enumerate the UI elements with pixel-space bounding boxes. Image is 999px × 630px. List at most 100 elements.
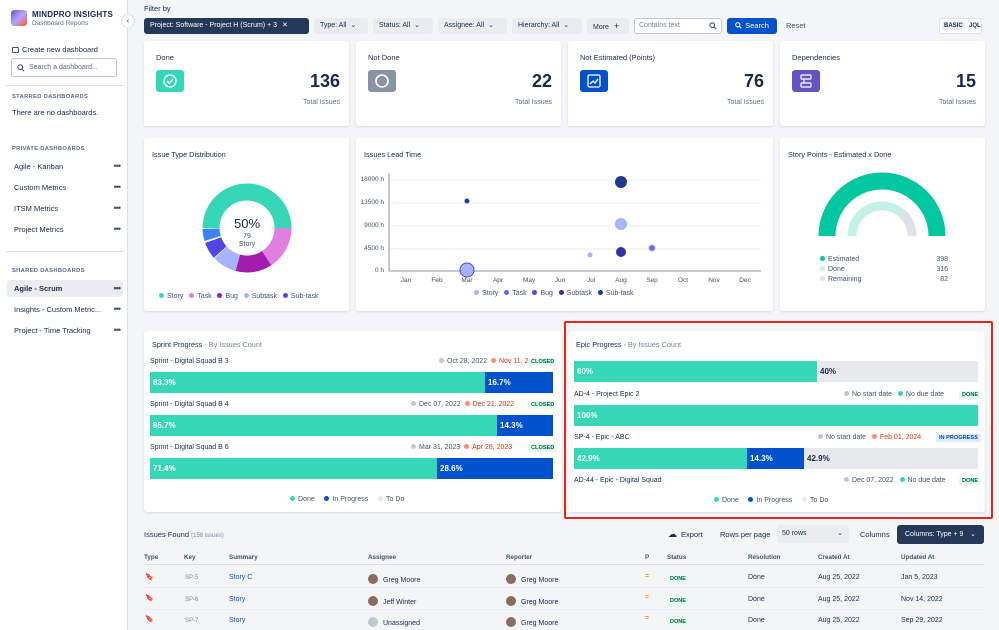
scatter-point[interactable] [464, 198, 470, 204]
mode-basic[interactable]: BASIC [942, 22, 965, 30]
scatter-point[interactable] [648, 244, 656, 252]
sidebar-item-insights-custom[interactable]: Insights - Custom Metric... ••• [7, 301, 123, 318]
avatar [368, 574, 378, 584]
create-dashboard-link[interactable]: Create new dashboard [12, 45, 98, 54]
collapse-sidebar-button[interactable]: ‹ [121, 14, 135, 28]
more-dots-icon[interactable]: ••• [113, 161, 122, 171]
progress-in-progress-segment[interactable]: 14.3% [497, 415, 553, 436]
more-dots-icon[interactable]: ••• [113, 224, 122, 234]
issues-found-title: Issues Found (158 issues) [144, 530, 224, 539]
scatter-point[interactable] [616, 247, 626, 257]
column-header-status[interactable]: Status [667, 554, 687, 561]
progress-done-segment[interactable]: 83.3% [150, 372, 485, 393]
sidebar-item-time-tracking[interactable]: Project - Time Tracking ••• [7, 322, 123, 339]
lead-time-legend: Story Task Bug Subtask Sub-task [474, 290, 634, 297]
query-mode-toggle[interactable]: BASIC JQL [939, 18, 982, 34]
chart-trend-icon [580, 70, 608, 92]
status-badge: IN PROGRESS [936, 434, 981, 442]
columns-select-button[interactable]: Columns: Type + 9 ⌄ [897, 525, 984, 544]
sidebar-item-custom-metrics[interactable]: Custom Metrics ••• [7, 179, 123, 196]
more-dots-icon[interactable]: ••• [113, 182, 122, 192]
progress-done-segment[interactable]: 42.9% [574, 448, 747, 469]
issue-type-legend: Story Task Bug Subtask Sub-task [159, 293, 319, 300]
progress-done-segment[interactable]: 100% [574, 405, 978, 426]
column-header-priority[interactable]: P [645, 554, 650, 561]
column-header-key[interactable]: Key [184, 554, 196, 561]
status-filter-chip[interactable]: Status: All ⌄ [373, 18, 433, 34]
more-dots-icon[interactable]: ••• [113, 325, 122, 335]
mode-jql[interactable]: JQL [969, 23, 981, 29]
reporter-cell: Greg Moore [506, 574, 558, 584]
circle-icon [368, 70, 396, 92]
lead-time-card: Issues Lead Time 18000 h 13500 h 9000 h … [356, 138, 773, 311]
donut-segment-bug[interactable] [197, 178, 297, 278]
priority-medium-icon: = [645, 573, 650, 580]
rows-per-page-label: Rows per page [720, 530, 771, 539]
stat-card-dependencies: Dependencies 15 Total Issues [780, 41, 985, 126]
contains-text-input[interactable]: Contains text [634, 18, 722, 34]
progress-in-progress-segment[interactable]: 16.7% [485, 372, 553, 393]
column-header-created[interactable]: Created At [818, 554, 850, 561]
chevron-down-icon: ⌄ [488, 22, 494, 29]
sidebar-item-itsm-metrics[interactable]: ITSM Metrics ••• [7, 200, 123, 217]
donut-segment-task[interactable] [202, 183, 292, 273]
donut-segment-sub-task[interactable] [196, 177, 298, 279]
status-badge: CLOSED [528, 358, 558, 366]
sidebar-item-project-metrics[interactable]: Project Metrics ••• [7, 221, 123, 238]
progress-done-segment[interactable]: 60% [574, 361, 817, 382]
issue-key[interactable]: SP-5 [185, 575, 199, 581]
resolution-cell: Done [748, 596, 765, 603]
column-header-assignee[interactable]: Assignee [368, 554, 396, 561]
assignee-filter-chip[interactable]: Assignee: All ⌄ [438, 18, 507, 34]
app-subtitle: Dashboard Reports [32, 20, 89, 27]
donut-segment-other[interactable] [202, 183, 292, 273]
rows-per-page-select[interactable]: 50 rows ⌄ [777, 525, 849, 543]
issue-summary-link[interactable]: Story [229, 617, 246, 624]
scatter-point[interactable] [459, 262, 475, 278]
sprint-name: Sprint - Digital Squad B 4 [150, 401, 229, 408]
status-badge: DONE [667, 597, 689, 605]
progress-in-progress-segment[interactable]: 28.6% [437, 458, 553, 479]
dashboard-search-input[interactable]: Search a dashboard... [11, 58, 117, 77]
type-filter-chip[interactable]: Type: All ⌄ [314, 18, 368, 34]
more-filters-chip[interactable]: More + [587, 18, 629, 34]
progress-todo-segment[interactable]: 42.9% [804, 448, 978, 469]
column-header-updated[interactable]: Updated At [901, 554, 935, 561]
issue-type-title: Issue Type Distribution [152, 150, 226, 159]
column-header-reporter[interactable]: Reporter [506, 554, 533, 561]
epic-dates: No start date Feb 01, 2024 [818, 434, 921, 441]
sidebar-item-agile-kanban[interactable]: Agile - Kanban ••• [7, 158, 123, 175]
close-icon[interactable]: ✕ [282, 22, 288, 29]
issue-summary-link[interactable]: Story C [229, 574, 253, 581]
reset-button[interactable]: Reset [786, 21, 806, 30]
avatar [506, 596, 516, 606]
progress-done-segment[interactable]: 85.7% [150, 415, 497, 436]
project-filter-chip[interactable]: Project: Software - Project H (Scrum) + … [144, 18, 309, 34]
progress-in-progress-segment[interactable]: 14.3% [747, 448, 804, 469]
scatter-point[interactable] [615, 176, 627, 188]
story-points-card: Story Points - Estimated x Done Estimate… [780, 138, 985, 311]
column-header-summary[interactable]: Summary [229, 554, 258, 561]
donut-center-pct: 50% [233, 216, 261, 231]
issue-key[interactable]: SP-6 [185, 597, 199, 603]
sidebar-item-agile-scrum[interactable]: Agile - Scrum ••• [7, 280, 123, 297]
export-button[interactable]: ☁ Export [668, 529, 703, 539]
hierarchy-filter-chip[interactable]: Hierarchy: All ⌄ [512, 18, 582, 34]
assignee-cell: Jeff Winter [368, 596, 416, 606]
issue-key[interactable]: SP-7 [185, 618, 199, 624]
progress-todo-segment[interactable]: 40% [817, 361, 978, 382]
epic-progress-card: Epic Progress - By Issues Count 60% 40% … [568, 331, 985, 512]
column-header-resolution[interactable]: Resolution [748, 554, 781, 561]
scatter-point[interactable] [587, 252, 593, 258]
column-header-type[interactable]: Type [144, 554, 159, 561]
scatter-point[interactable] [615, 218, 627, 230]
search-button[interactable]: Search [727, 18, 777, 34]
donut-segment-subtask[interactable] [202, 183, 292, 273]
more-dots-icon[interactable]: ••• [113, 283, 122, 293]
issue-summary-link[interactable]: Story [229, 596, 246, 603]
chevron-down-icon: ⌄ [350, 22, 357, 29]
created-cell: Aug 25, 2022 [818, 574, 860, 581]
more-dots-icon[interactable]: ••• [113, 203, 122, 213]
more-dots-icon[interactable]: ••• [113, 304, 122, 314]
progress-done-segment[interactable]: 71.4% [150, 458, 437, 479]
